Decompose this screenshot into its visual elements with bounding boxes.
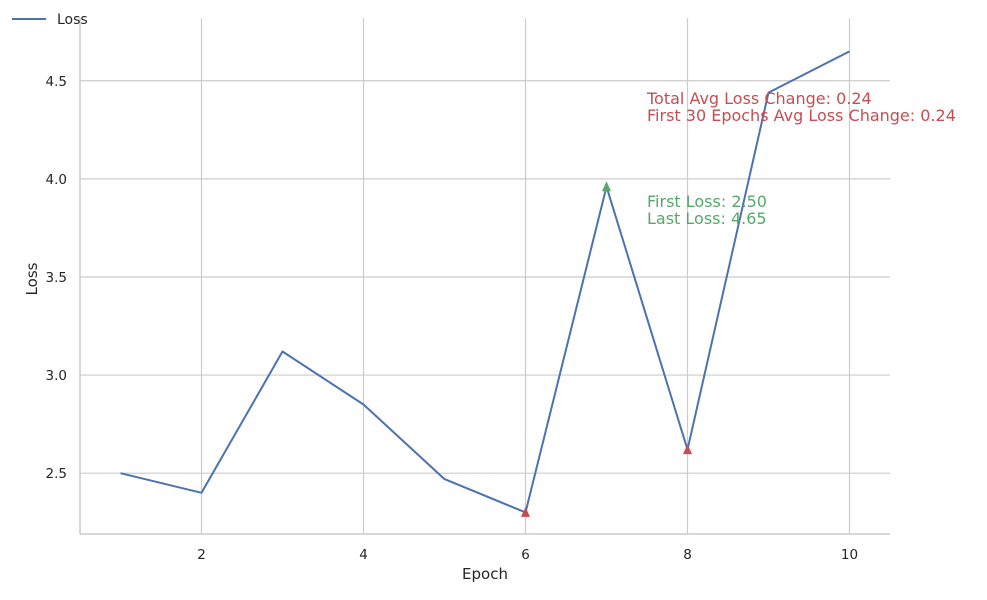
x-tick-label: 2	[197, 547, 206, 563]
y-axis-title: Loss	[23, 262, 41, 295]
x-tick-label: 8	[683, 547, 692, 563]
annotation-first30-avg-change: First 30 Epochs Avg Loss Change: 0.24	[647, 106, 956, 125]
y-tick-label: 3.0	[46, 368, 67, 384]
y-tick-label: 4.5	[46, 74, 67, 90]
legend: Loss	[12, 12, 88, 28]
y-tick-labels: 2.5 3.0 3.5 4.0 4.5	[46, 74, 67, 482]
x-tick-label: 10	[841, 547, 858, 563]
y-tick-label: 3.5	[46, 270, 67, 286]
grid-lines	[80, 18, 890, 534]
y-tick-label: 2.5	[46, 466, 67, 482]
annotation-first-loss: First Loss: 2.50	[647, 192, 767, 211]
x-tick-labels: 2 4 6 8 10	[197, 547, 858, 563]
series-line-loss	[120, 50, 850, 514]
series-lines	[120, 50, 850, 514]
y-tick-label: 4.0	[46, 172, 67, 188]
x-tick-label: 6	[521, 547, 530, 563]
x-tick-label: 4	[359, 547, 368, 563]
extrema-markers	[521, 181, 692, 517]
legend-label-loss: Loss	[57, 12, 88, 28]
max-marker	[602, 181, 611, 192]
min-marker	[683, 444, 692, 455]
x-axis-title: Epoch	[462, 565, 508, 583]
annotation-total-avg-change: Total Avg Loss Change: 0.24	[646, 89, 872, 108]
min-marker	[521, 506, 530, 517]
annotation-last-loss: Last Loss: 4.65	[647, 209, 767, 228]
